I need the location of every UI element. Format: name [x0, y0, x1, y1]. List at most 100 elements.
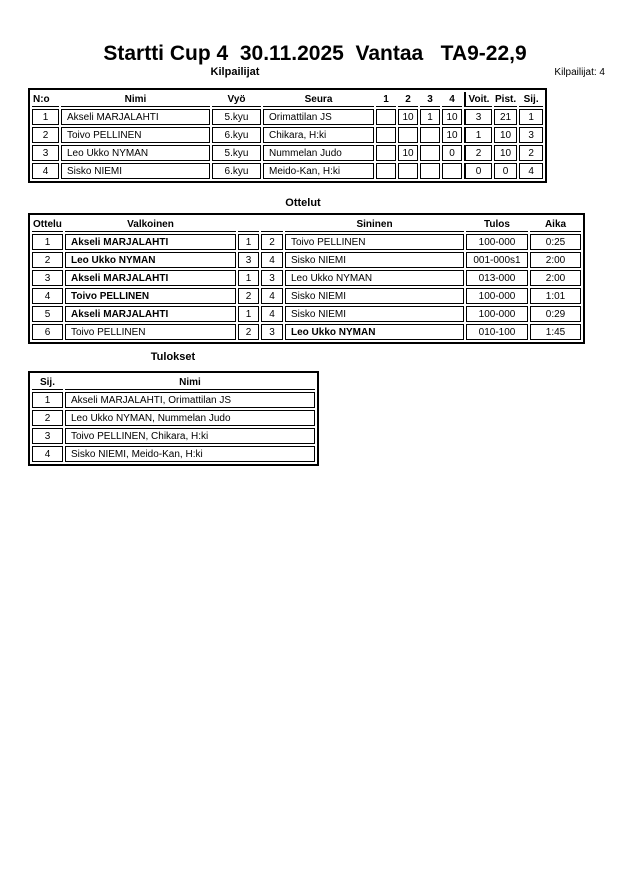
result-name: Leo Ukko NYMAN, Nummelan Judo: [65, 410, 315, 426]
result-place: 4: [32, 446, 63, 462]
competitor-row: 3 Leo Ukko NYMAN 5.kyu Nummelan Judo 10 …: [32, 145, 544, 161]
match-result: 013-000: [466, 270, 528, 286]
blue-competitor-no: 2: [261, 234, 283, 250]
matches-header-row: Ottelu Valkoinen Sininen Tulos Aika: [32, 217, 581, 232]
white-competitor-no: 1: [238, 270, 259, 286]
match-result: 100-000: [466, 288, 528, 304]
white-competitor: Akseli MARJALAHTI: [65, 234, 236, 250]
match-time: 1:45: [530, 324, 581, 340]
match-time: 2:00: [530, 252, 581, 268]
score-vs-3: [420, 145, 440, 161]
blue-competitor-no: 3: [261, 324, 283, 340]
competitor-place: 3: [519, 127, 544, 143]
result-name: Toivo PELLINEN, Chikara, H:ki: [65, 428, 315, 444]
blue-competitor: Toivo PELLINEN: [285, 234, 464, 250]
competitor-name: Sisko NIEMI: [61, 163, 210, 179]
competitor-belt: 6.kyu: [212, 163, 261, 179]
score-vs-1: [376, 145, 396, 161]
competitor-club: Orimattilan JS: [263, 109, 374, 125]
match-no: 6: [32, 324, 63, 340]
match-result: 010-100: [466, 324, 528, 340]
match-result: 100-000: [466, 306, 528, 322]
result-row: 2 Leo Ukko NYMAN, Nummelan Judo: [32, 410, 315, 426]
match-time: 2:00: [530, 270, 581, 286]
match-no: 4: [32, 288, 63, 304]
competitor-place: 2: [519, 145, 544, 161]
score-vs-3: 1: [420, 109, 440, 125]
blue-competitor: Sisko NIEMI: [285, 306, 464, 322]
col-header-no: N:o: [32, 92, 59, 107]
result-name: Sisko NIEMI, Meido-Kan, H:ki: [65, 446, 315, 462]
col-header-blue: Sininen: [285, 217, 464, 232]
match-no: 5: [32, 306, 63, 322]
white-competitor: Akseli MARJALAHTI: [65, 270, 236, 286]
competitor-wins: 1: [464, 127, 492, 143]
match-no: 2: [32, 252, 63, 268]
results-heading: Tulokset: [150, 351, 196, 363]
competitors-count-label: Kilpailijat: 4: [554, 67, 605, 78]
col-header-opp1: 1: [376, 92, 396, 107]
blue-competitor-no: 4: [261, 306, 283, 322]
col-header-result: Tulos: [466, 217, 528, 232]
white-competitor-no: 1: [238, 306, 259, 322]
white-competitor: Akseli MARJALAHTI: [65, 306, 236, 322]
match-row: 5 Akseli MARJALAHTI 1 4 Sisko NIEMI 100-…: [32, 306, 581, 322]
competitor-wins: 0: [464, 163, 492, 179]
match-row: 1 Akseli MARJALAHTI 1 2 Toivo PELLINEN 1…: [32, 234, 581, 250]
white-competitor-no: 2: [238, 288, 259, 304]
col-header-place: Sij.: [32, 375, 63, 390]
white-competitor-no: 1: [238, 234, 259, 250]
competitor-points: 0: [494, 163, 518, 179]
blue-competitor: Sisko NIEMI: [285, 252, 464, 268]
score-vs-2: 10: [398, 145, 418, 161]
competitor-club: Nummelan Judo: [263, 145, 374, 161]
col-header-blue-no: [261, 217, 283, 232]
competitor-belt: 6.kyu: [212, 127, 261, 143]
competitor-place: 1: [519, 109, 544, 125]
results-table: Sij. Nimi 1 Akseli MARJALAHTI, Orimattil…: [28, 371, 319, 466]
score-vs-1: [376, 127, 396, 143]
competitor-no: 2: [32, 127, 59, 143]
score-vs-4: 10: [442, 127, 462, 143]
result-row: 4 Sisko NIEMI, Meido-Kan, H:ki: [32, 446, 315, 462]
result-row: 1 Akseli MARJALAHTI, Orimattilan JS: [32, 392, 315, 408]
match-row: 2 Leo Ukko NYMAN 3 4 Sisko NIEMI 001-000…: [32, 252, 581, 268]
competitor-club: Meido-Kan, H:ki: [263, 163, 374, 179]
competitors-table: N:o Nimi Vyö Seura 1 2 3 4 Voit. Pist. S…: [28, 88, 548, 183]
competitor-name: Toivo PELLINEN: [61, 127, 210, 143]
competitor-row: 4 Sisko NIEMI 6.kyu Meido-Kan, H:ki 0 0 …: [32, 163, 544, 179]
result-row: 3 Toivo PELLINEN, Chikara, H:ki: [32, 428, 315, 444]
score-vs-1: [376, 109, 396, 125]
score-vs-2: [398, 127, 418, 143]
match-time: 0:25: [530, 234, 581, 250]
match-time: 0:29: [530, 306, 581, 322]
competitor-wins: 3: [464, 109, 492, 125]
score-vs-1: [376, 163, 396, 179]
competitor-no: 3: [32, 145, 59, 161]
competitor-wins: 2: [464, 145, 492, 161]
competitor-points: 10: [494, 127, 518, 143]
score-vs-3: [420, 127, 440, 143]
white-competitor: Leo Ukko NYMAN: [65, 252, 236, 268]
white-competitor: Toivo PELLINEN: [65, 324, 236, 340]
competitor-club: Chikara, H:ki: [263, 127, 374, 143]
col-header-points: Pist.: [494, 92, 518, 107]
result-place: 2: [32, 410, 63, 426]
col-header-opp3: 3: [420, 92, 440, 107]
competitors-header-row: N:o Nimi Vyö Seura 1 2 3 4 Voit. Pist. S…: [32, 92, 544, 107]
competitor-no: 1: [32, 109, 59, 125]
competitor-no: 4: [32, 163, 59, 179]
result-name: Akseli MARJALAHTI, Orimattilan JS: [65, 392, 315, 408]
competitor-row: 2 Toivo PELLINEN 6.kyu Chikara, H:ki 10 …: [32, 127, 544, 143]
blue-competitor-no: 4: [261, 252, 283, 268]
white-competitor-no: 3: [238, 252, 259, 268]
competitor-name: Akseli MARJALAHTI: [61, 109, 210, 125]
matches-table: Ottelu Valkoinen Sininen Tulos Aika 1 Ak…: [28, 213, 585, 344]
match-row: 4 Toivo PELLINEN 2 4 Sisko NIEMI 100-000…: [32, 288, 581, 304]
col-header-white-no: [238, 217, 259, 232]
competitors-heading: Kilpailijat: [210, 66, 260, 78]
score-vs-4: 0: [442, 145, 462, 161]
match-row: 6 Toivo PELLINEN 2 3 Leo Ukko NYMAN 010-…: [32, 324, 581, 340]
match-row: 3 Akseli MARJALAHTI 1 3 Leo Ukko NYMAN 0…: [32, 270, 581, 286]
